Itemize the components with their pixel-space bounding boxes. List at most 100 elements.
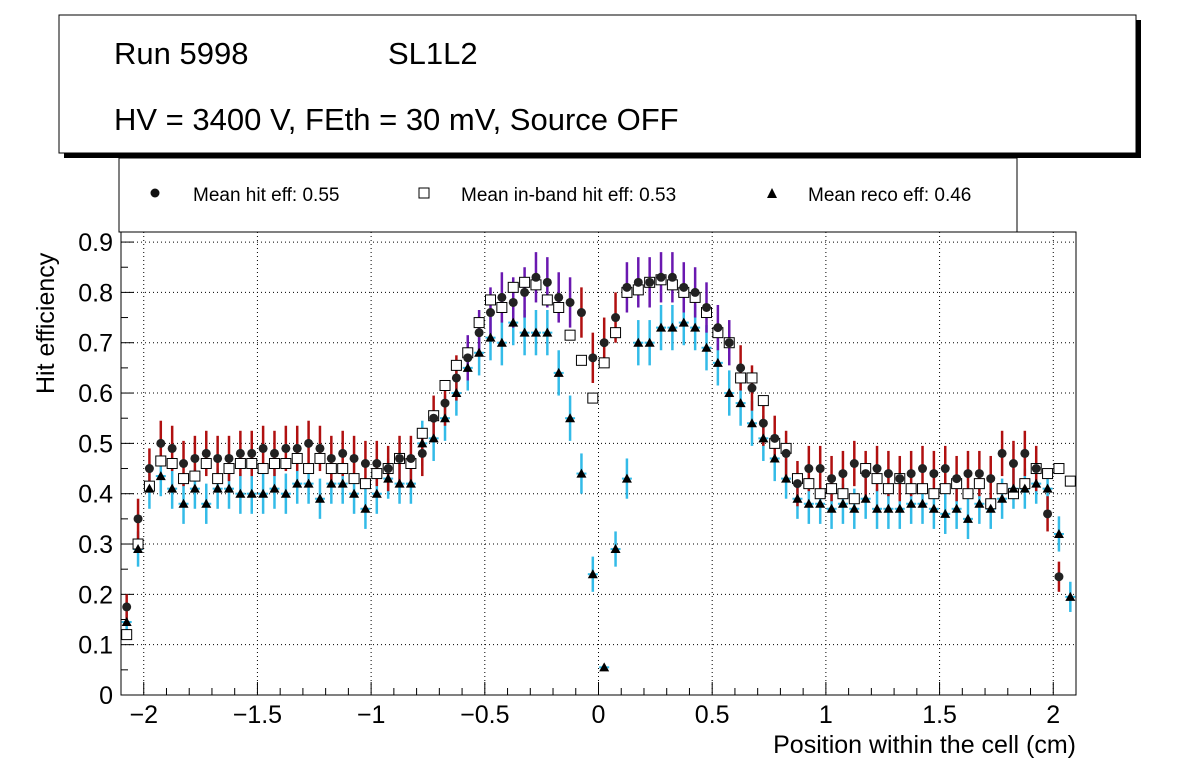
inband-square-marker xyxy=(234,458,246,469)
reco-triangle-marker xyxy=(962,513,973,523)
hit-circle-marker xyxy=(349,453,359,463)
reco-triangle-marker xyxy=(428,433,439,443)
hit-circle-marker xyxy=(235,448,245,458)
hit-circle-marker xyxy=(281,443,291,453)
reco-triangle-marker xyxy=(769,453,780,463)
reco-triangle-marker xyxy=(1031,478,1042,488)
inband-square-marker xyxy=(337,463,349,475)
reco-triangle-marker xyxy=(849,503,860,513)
inband-square-marker xyxy=(905,483,917,495)
y-tick-label: 0.3 xyxy=(78,531,113,559)
hit-circle-marker xyxy=(1008,459,1018,468)
y-tick-label: 0.4 xyxy=(78,481,113,509)
inband-square-marker xyxy=(473,317,485,329)
hit-circle-marker xyxy=(304,438,314,448)
reco-triangle-marker xyxy=(189,483,200,493)
reco-triangle-marker xyxy=(1042,483,1053,493)
x-axis-label: Position within the cell (cm) xyxy=(773,731,1076,759)
legend-box xyxy=(118,157,1018,233)
reco-triangle-marker xyxy=(621,473,632,483)
reco-triangle-marker xyxy=(815,498,826,508)
hit-circle-marker xyxy=(269,448,279,458)
inband-square-marker xyxy=(155,455,167,467)
reco-triangle-marker xyxy=(553,367,564,377)
inband-square-marker xyxy=(917,483,929,495)
x-tick-label: −1.5 xyxy=(233,701,282,729)
reco-triangle-marker xyxy=(235,488,246,498)
hit-circle-marker xyxy=(702,302,712,312)
hit-circle-marker xyxy=(531,272,541,282)
hit-circle-marker xyxy=(179,459,189,468)
hit-circle-marker xyxy=(1020,448,1030,458)
inband-square-marker xyxy=(757,395,769,407)
inband-square-marker xyxy=(348,473,360,485)
reco-triangle-marker xyxy=(917,498,928,508)
inband-square-marker xyxy=(166,458,178,469)
inband-square-marker xyxy=(178,473,190,485)
reco-triangle-marker xyxy=(246,488,257,498)
inband-square-marker xyxy=(314,452,326,464)
inband-square-marker xyxy=(973,478,985,490)
x-tick-label: −0.5 xyxy=(460,701,509,729)
inband-square-marker xyxy=(439,379,451,391)
reco-triangle-marker xyxy=(349,488,360,498)
inband-square-marker xyxy=(871,473,883,485)
hit-circle-marker xyxy=(986,474,996,484)
reco-triangle-marker xyxy=(997,493,1008,503)
hit-circle-marker xyxy=(747,383,757,393)
hit-circle-marker xyxy=(315,443,325,453)
hit-circle-marker xyxy=(508,297,518,307)
inband-square-marker xyxy=(826,483,838,495)
reco-triangle-marker xyxy=(496,337,507,347)
inband-square-marker xyxy=(1064,475,1076,487)
reco-triangle-marker xyxy=(178,498,189,508)
hit-circle-marker xyxy=(542,277,552,287)
inband-square-marker xyxy=(598,357,610,369)
y-tick-label: 0 xyxy=(99,682,113,710)
x-tick-label: 2 xyxy=(1046,701,1060,729)
inband-square-marker xyxy=(268,458,280,469)
reco-triangle-marker xyxy=(417,438,428,448)
legend: Mean hit eff: 0.55 Mean in-band hit eff:… xyxy=(150,185,971,206)
hit-circle-marker xyxy=(827,474,837,484)
hit-circle-marker xyxy=(804,464,814,474)
hit-circle-marker xyxy=(144,464,154,474)
reco-triangle-marker xyxy=(440,413,451,423)
hit-circle-marker xyxy=(122,602,132,612)
reco-triangle-marker xyxy=(1065,591,1076,601)
reco-triangle-marker xyxy=(644,337,655,347)
inband-square-marker xyxy=(291,452,303,464)
hit-circle-marker xyxy=(133,514,143,524)
reco-triangle-marker xyxy=(894,503,905,513)
reco-triangle-marker xyxy=(928,503,939,513)
inband-square-marker xyxy=(996,483,1008,495)
hit-circle-marker xyxy=(588,353,598,363)
inband-square-marker xyxy=(303,463,315,475)
reco-triangle-marker xyxy=(326,478,337,488)
legend-triangle-marker xyxy=(767,188,777,198)
reco-triangle-marker xyxy=(701,342,712,352)
reco-triangle-marker xyxy=(394,478,405,488)
inband-square-marker xyxy=(837,488,849,500)
reco-triangle-marker xyxy=(224,483,235,493)
conditions-label: HV = 3400 V, FEth = 30 mV, Source OFF xyxy=(114,102,679,137)
reco-triangle-marker xyxy=(576,468,587,478)
hit-circle-marker xyxy=(1043,509,1053,519)
reco-triangle-marker xyxy=(587,569,598,579)
x-tick-label: 1 xyxy=(819,701,833,729)
reco-triangle-marker xyxy=(872,503,883,513)
reco-triangle-marker xyxy=(371,488,382,498)
reco-triangle-marker xyxy=(405,478,416,488)
hit-circle-marker xyxy=(417,448,427,458)
inband-square-marker xyxy=(1053,463,1065,475)
hit-circle-marker xyxy=(758,418,768,428)
y-tick-label: 0.1 xyxy=(78,632,113,660)
reco-triangle-marker xyxy=(690,322,701,332)
inband-square-marker xyxy=(803,478,815,490)
hit-circle-marker xyxy=(247,448,257,458)
inband-square-marker xyxy=(814,488,826,500)
hit-circle-marker xyxy=(156,438,166,448)
hit-circle-marker xyxy=(679,282,689,292)
reco-triangle-marker xyxy=(883,503,894,513)
